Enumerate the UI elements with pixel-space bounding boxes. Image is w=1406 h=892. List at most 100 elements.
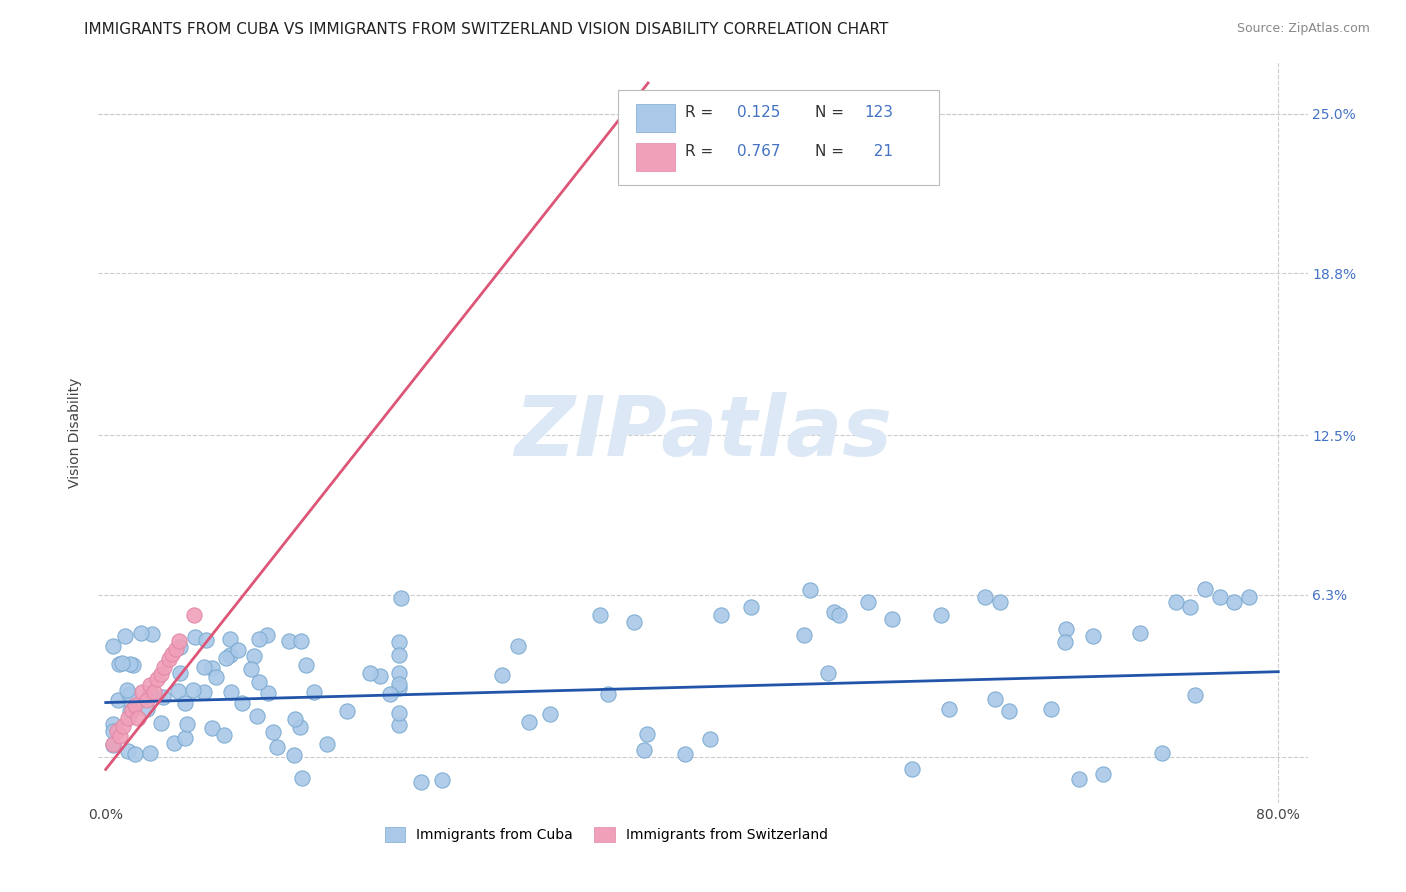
Point [294,658,316,673]
Point [817,665,839,680]
Point [1194,582,1216,597]
Point [247,674,270,689]
Point [588,607,610,622]
Point [219,632,242,646]
Point [212,728,235,742]
Point [598,687,620,701]
Point [793,628,815,642]
Point [316,737,339,751]
Point [283,747,305,762]
Point [430,773,453,788]
Point [226,643,249,657]
Point [167,633,190,648]
Point [160,647,183,661]
Point [150,667,173,681]
Text: IMMIGRANTS FROM CUBA VS IMMIGRANTS FROM SWITZERLAND VISION DISABILITY CORRELATIO: IMMIGRANTS FROM CUBA VS IMMIGRANTS FROM … [84,22,889,37]
Point [1054,635,1077,649]
Point [101,640,124,654]
Point [157,652,180,666]
Point [938,702,960,716]
Point [124,698,146,712]
Point [194,632,217,647]
Point [201,721,224,735]
Point [193,685,215,699]
Point [284,712,307,726]
Point [117,683,139,698]
Text: 0.767: 0.767 [737,144,780,159]
Point [101,737,124,751]
Point [173,696,195,710]
Point [118,687,141,701]
Point [141,627,163,641]
Point [167,683,190,698]
Point [121,703,143,717]
Point [290,633,312,648]
Point [118,704,141,718]
Point [359,666,381,681]
Point [710,608,733,623]
Point [124,747,146,761]
Point [1164,595,1187,609]
Point [117,711,139,725]
Point [856,595,879,609]
Point [219,648,242,662]
Point [974,590,997,604]
Point [243,648,266,663]
Text: R =: R = [685,104,718,120]
Text: 21: 21 [863,144,893,159]
Point [239,662,262,676]
Point [139,746,162,760]
Point [176,717,198,731]
Point [636,727,658,741]
Point [368,669,391,683]
Point [998,704,1021,718]
Point [389,591,412,605]
Point [1054,622,1077,636]
Point [411,775,433,789]
Point [1069,772,1091,786]
Point [633,743,655,757]
Point [107,723,129,738]
Point [169,665,191,680]
Point [127,711,149,725]
Point [114,628,136,642]
Point [388,676,411,690]
Point [131,685,153,699]
FancyBboxPatch shape [619,90,939,185]
Point [153,659,176,673]
Point [1223,595,1246,609]
Point [146,673,169,687]
Point [256,628,278,642]
Legend: Immigrants from Cuba, Immigrants from Switzerland: Immigrants from Cuba, Immigrants from Sw… [380,822,834,847]
Point [150,715,173,730]
Point [699,732,721,747]
Point [108,657,131,671]
Point [290,720,312,734]
Point [129,626,152,640]
Point [163,736,186,750]
Point [388,718,411,732]
Point [278,634,301,648]
Point [984,691,1007,706]
Text: ZIPatlas: ZIPatlas [515,392,891,473]
Point [101,724,124,739]
Point [262,724,284,739]
Point [517,714,540,729]
Point [1040,702,1063,716]
Point [183,631,205,645]
Point [266,740,288,755]
Point [245,709,267,723]
Point [135,693,157,707]
Point [388,706,411,721]
Point [291,771,314,785]
Point [110,656,132,670]
Point [538,706,561,721]
Point [491,668,513,682]
Point [138,677,160,691]
Point [1150,747,1173,761]
Point [388,635,411,649]
Point [1180,600,1202,615]
Point [378,687,401,701]
Y-axis label: Vision Disability: Vision Disability [69,377,83,488]
Point [929,608,952,623]
